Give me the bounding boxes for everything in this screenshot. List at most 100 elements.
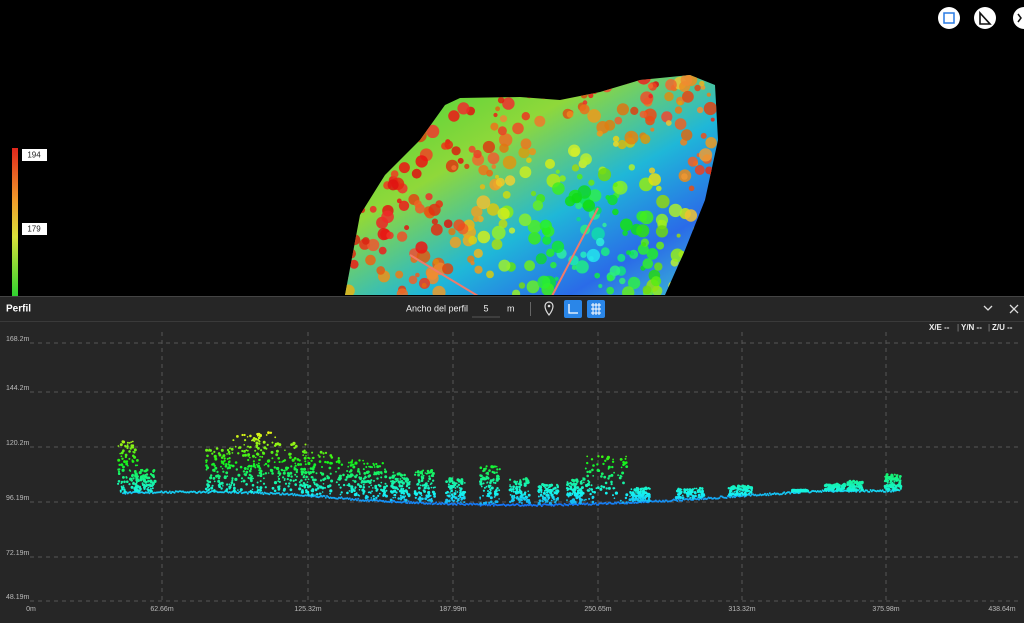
vegetation-point — [375, 462, 378, 466]
vegetation-point — [519, 483, 523, 487]
collapse-button[interactable] — [983, 305, 993, 311]
vegetation-point — [226, 483, 229, 486]
map-tree — [606, 274, 614, 282]
vegetation-point — [313, 483, 316, 486]
ruler-button[interactable] — [564, 300, 582, 318]
vegetation-point — [427, 487, 431, 490]
vegetation-point — [495, 471, 498, 474]
vegetation-point — [350, 473, 354, 477]
vegetation-point — [324, 460, 327, 464]
vegetation-point — [748, 492, 751, 494]
vegetation-point — [600, 475, 603, 478]
map-tree — [612, 208, 619, 216]
profile-line — [551, 207, 599, 295]
vegetation-point — [513, 494, 516, 498]
vegetation-point — [289, 471, 293, 475]
vegetation-point — [416, 492, 419, 495]
map-tree — [396, 231, 408, 242]
vegetation-point — [451, 488, 453, 490]
vegetation-point — [205, 459, 208, 462]
vegetation-point — [568, 492, 572, 496]
vegetation-point — [301, 471, 304, 475]
vegetation-point — [646, 499, 649, 503]
vegetation-point — [211, 452, 214, 455]
vegetation-point — [621, 471, 625, 475]
vegetation-point — [310, 459, 313, 462]
vegetation-point — [305, 489, 308, 492]
vegetation-point — [255, 446, 258, 449]
vegetation-point — [395, 480, 398, 483]
vegetation-point — [255, 444, 259, 448]
vegetation-point — [300, 479, 303, 482]
vegetation-point — [693, 487, 696, 490]
vegetation-point — [432, 475, 435, 477]
width-input[interactable]: 5 — [472, 303, 500, 318]
ground-point — [576, 504, 579, 506]
vegetation-point — [150, 490, 153, 493]
vegetation-point — [304, 471, 308, 475]
vegetation-point — [358, 459, 361, 462]
vegetation-point — [271, 457, 274, 460]
ground-point — [718, 497, 721, 499]
map-tree — [433, 258, 439, 265]
vegetation-point — [350, 489, 353, 492]
more-tool-button[interactable] — [1013, 7, 1024, 29]
vegetation-point — [606, 457, 610, 461]
ground-point — [489, 504, 492, 507]
vegetation-point — [496, 468, 499, 471]
vegetation-point — [417, 479, 420, 482]
map-tree — [620, 218, 633, 232]
vegetation-point — [454, 487, 457, 489]
vegetation-point — [637, 491, 641, 495]
ground-point — [314, 494, 316, 497]
vegetation-point — [213, 469, 216, 472]
grid-button[interactable] — [587, 300, 605, 318]
vegetation-point — [255, 441, 259, 445]
vegetation-point — [254, 437, 258, 441]
vegetation-point — [610, 483, 613, 486]
vegetation-point — [419, 492, 423, 495]
vegetation-point — [614, 491, 619, 495]
close-button[interactable] — [1009, 304, 1019, 314]
vegetation-point — [231, 464, 235, 468]
pin-button[interactable] — [544, 301, 554, 316]
map-tree — [654, 262, 663, 271]
vegetation-point — [354, 475, 357, 479]
vegetation-point — [267, 472, 270, 474]
vegetation-point — [856, 481, 858, 484]
vegetation-point — [741, 484, 745, 488]
vegetation-point — [899, 484, 903, 489]
ground-point — [884, 490, 886, 493]
vegetation-point — [147, 486, 150, 489]
vegetation-point — [600, 485, 603, 488]
vegetation-point — [357, 468, 360, 471]
vegetation-point — [259, 469, 263, 473]
vegetation-point — [604, 491, 608, 495]
vegetation-point — [510, 490, 513, 493]
vegetation-point — [122, 476, 125, 479]
vegetation-point — [799, 489, 803, 493]
y-axis-label: 72.19m — [6, 550, 30, 557]
vegetation-point — [250, 475, 253, 478]
vegetation-point — [740, 485, 742, 488]
vegetation-point — [384, 470, 388, 474]
vegetation-point — [746, 484, 750, 488]
vegetation-point — [363, 477, 366, 480]
vegetation-point — [256, 434, 259, 437]
measure-tool-button[interactable] — [974, 7, 996, 29]
vegetation-point — [380, 476, 383, 479]
vegetation-point — [291, 458, 295, 462]
vegetation-point — [340, 463, 344, 466]
vegetation-point — [342, 483, 346, 487]
vegetation-point — [339, 486, 342, 489]
vegetation-point — [479, 474, 482, 477]
vegetation-point — [732, 486, 736, 490]
vegetation-point — [890, 476, 893, 478]
map-tool-button[interactable] — [938, 7, 960, 29]
map-tree — [612, 135, 620, 143]
vegetation-point — [232, 489, 236, 493]
vegetation-point — [463, 491, 467, 494]
vegetation-point — [277, 470, 280, 473]
vegetation-point — [518, 488, 521, 491]
vegetation-point — [306, 485, 310, 489]
